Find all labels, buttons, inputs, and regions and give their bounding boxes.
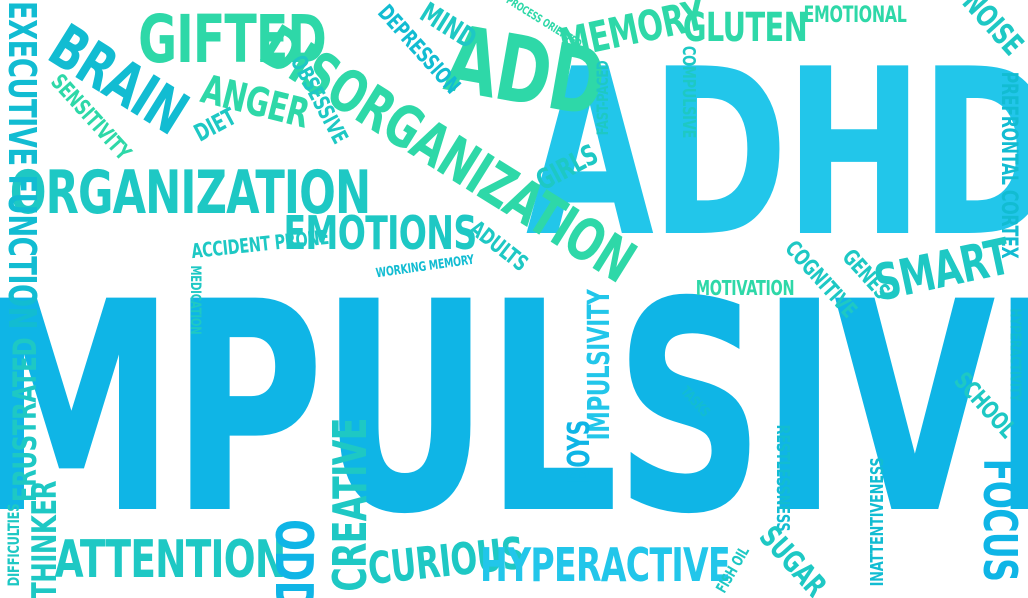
word-creative: CREATIVE <box>323 418 377 592</box>
word-attention: ATTENTION <box>54 530 287 590</box>
word-organization: ORGANIZATION <box>9 158 371 228</box>
word-medication: MEDICATION <box>187 265 203 335</box>
word-impulsivity: IMPULSIVITY <box>582 289 617 441</box>
word-executive-function: EXECUTIVE FUNCTION <box>0 0 44 330</box>
word-focus: FOCUS <box>973 458 1027 582</box>
word-emotional: EMOTIONAL <box>803 3 907 28</box>
word-fast-paced: FAST-PACED <box>593 60 612 136</box>
word-boys: BOYS <box>562 420 597 484</box>
word-emotions: EMOTIONS <box>283 206 477 260</box>
word-impulsive: IMPULSIVE <box>0 241 1028 578</box>
word-odd: ODD <box>263 519 323 598</box>
word-frustrated: FRUSTRATED <box>6 337 44 503</box>
word-inattentiveness: INATTENTIVENESS <box>867 457 888 587</box>
word-adhd: ADHD <box>525 21 1028 288</box>
word-motivation: MOTIVATION <box>695 276 795 300</box>
word-difficulties: DIFFICULTIES <box>4 503 23 587</box>
word-hyperactive: HYPERACTIVE <box>480 538 731 592</box>
word-compulsive: COMPULSIVE <box>678 45 699 139</box>
word-gifted: GIFTED <box>138 1 327 78</box>
word-hyperactivity: HYPERACTIVITY <box>1006 308 1025 402</box>
word-restlessness: RESTLESSNESS <box>772 424 793 532</box>
word-gluten: GLUTEN <box>682 5 808 51</box>
